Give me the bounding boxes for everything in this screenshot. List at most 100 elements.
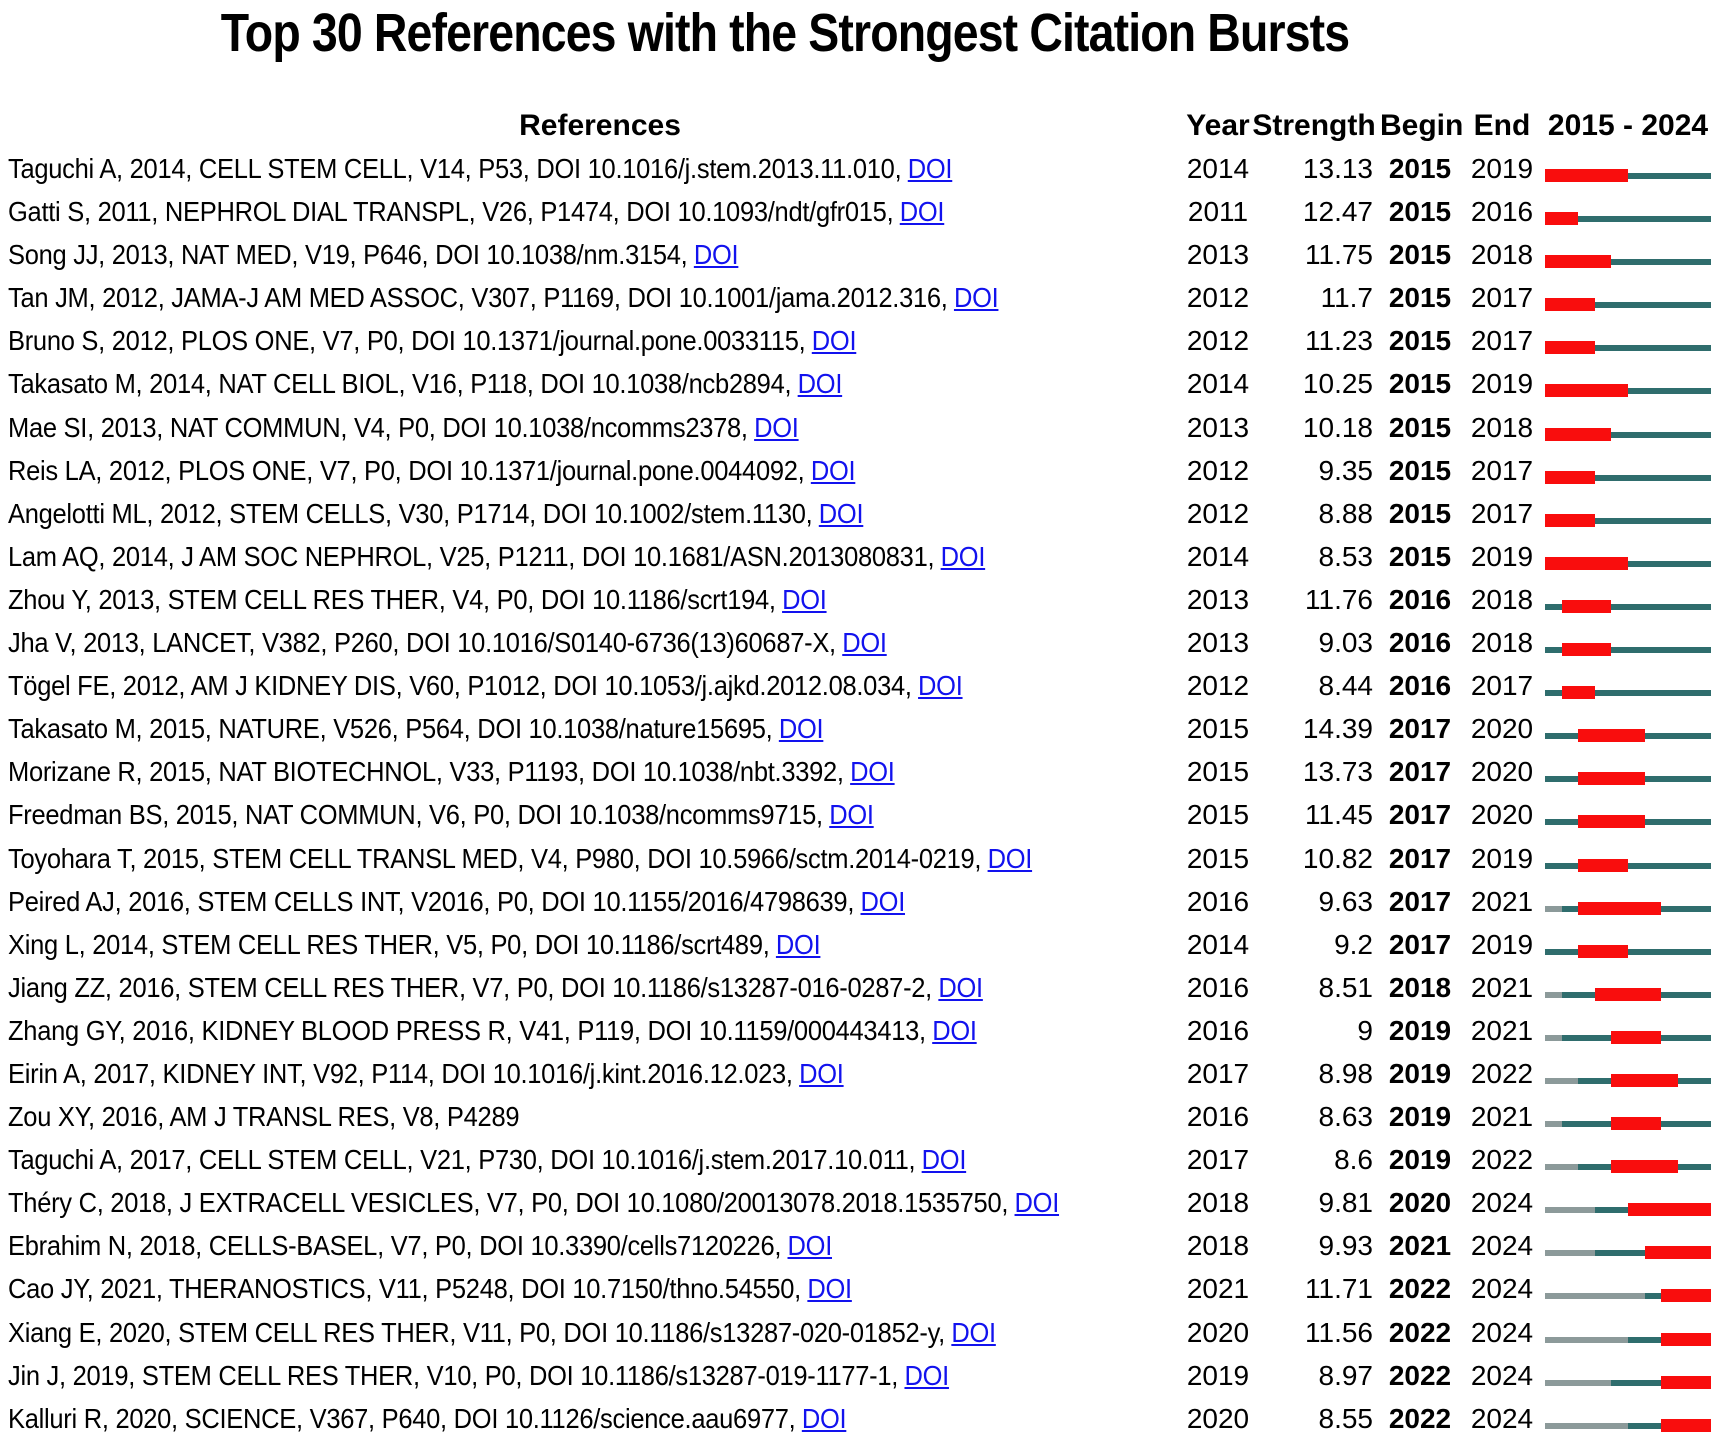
begin-cell: 2021	[1388, 1230, 1452, 1262]
burst-segment	[1644, 987, 1662, 1001]
non-burst-segment	[1661, 690, 1678, 697]
strength-cell: 11.75	[1305, 239, 1373, 271]
doi-link[interactable]: DOI	[904, 1359, 949, 1391]
non-burst-segment	[1644, 647, 1662, 654]
doi-link[interactable]: DOI	[953, 282, 999, 314]
doi-link[interactable]: DOI	[951, 1316, 996, 1348]
doi-link[interactable]: DOI	[787, 1230, 833, 1262]
begin-cell: 2016	[1388, 627, 1452, 659]
timeline-bar	[1545, 924, 1711, 967]
reference-cell: Théry C, 2018, J EXTRACELL VESICLES, V7,…	[8, 1182, 1083, 1225]
strength-cell: 11.7	[1320, 282, 1373, 314]
non-burst-segment	[1677, 345, 1695, 352]
doi-link[interactable]: DOI	[842, 627, 887, 659]
doi-link[interactable]: DOI	[799, 1057, 844, 1089]
burst-segment	[1627, 987, 1645, 1001]
non-burst-segment	[1644, 1336, 1662, 1343]
doi-link[interactable]: DOI	[693, 239, 739, 271]
non-burst-segment	[1627, 603, 1645, 610]
non-burst-segment	[1677, 905, 1695, 912]
burst-segment	[1594, 556, 1612, 570]
non-burst-segment	[1677, 173, 1695, 179]
burst-segment	[1578, 729, 1595, 743]
non-burst-segment	[1694, 1077, 1711, 1084]
year-cell: 2014	[1186, 368, 1250, 400]
doi-link[interactable]: DOI	[775, 928, 821, 960]
burst-segment	[1594, 858, 1612, 872]
doi-link[interactable]: DOI	[782, 583, 827, 615]
pre-publication-segment	[1561, 1422, 1579, 1429]
burst-segment	[1611, 987, 1628, 1001]
reference-cell: Jiang ZZ, 2016, STEM CELL RES THER, V7, …	[8, 967, 1083, 1010]
strength-cell: 10.82	[1302, 842, 1373, 874]
table-row: Mae SI, 2013, NAT COMMUN, V4, P0, DOI 10…	[0, 407, 1715, 450]
doi-link[interactable]: DOI	[818, 497, 864, 529]
doi-link[interactable]: DOI	[807, 1273, 852, 1305]
year-cell: 2016	[1186, 1101, 1250, 1133]
burst-segment	[1644, 1117, 1662, 1131]
non-burst-segment	[1644, 690, 1662, 697]
doi-link[interactable]: DOI	[987, 842, 1033, 874]
non-burst-segment	[1594, 1164, 1612, 1171]
strength-cell: 11.76	[1305, 583, 1373, 615]
header-begin: Begin	[1380, 109, 1464, 142]
burst-segment	[1677, 1246, 1695, 1260]
burst-segment	[1578, 686, 1595, 700]
reference-citation: Xing L, 2014, STEM CELL RES THER, V5, P0…	[8, 928, 770, 960]
burst-segment	[1627, 815, 1645, 829]
doi-link[interactable]: DOI	[829, 799, 874, 831]
begin-cell: 2019	[1388, 1057, 1452, 1089]
non-burst-segment	[1578, 1121, 1595, 1128]
doi-link[interactable]: DOI	[860, 885, 906, 917]
table-row: Takasato M, 2015, NATURE, V526, P564, DO…	[0, 708, 1715, 751]
doi-link[interactable]: DOI	[797, 368, 843, 400]
doi-link[interactable]: DOI	[907, 153, 953, 184]
doi-link[interactable]: DOI	[811, 325, 857, 357]
doi-link[interactable]: DOI	[801, 1402, 847, 1434]
pre-publication-segment	[1578, 1422, 1595, 1429]
non-burst-segment	[1677, 862, 1695, 869]
reference-text: Tögel FE, 2012, AM J KIDNEY DIS, V60, P1…	[8, 665, 963, 706]
strength-cell: 8.53	[1318, 540, 1374, 572]
timeline-bar	[1545, 881, 1711, 924]
doi-link[interactable]: DOI	[932, 1014, 977, 1046]
burst-segment	[1611, 1073, 1628, 1087]
non-burst-segment	[1545, 690, 1562, 697]
reference-citation: Song JJ, 2013, NAT MED, V19, P646, DOI 1…	[8, 239, 688, 271]
strength-cell: 8.44	[1318, 670, 1374, 702]
year-cell: 2021	[1186, 1273, 1250, 1305]
non-burst-segment	[1578, 216, 1595, 223]
doi-link[interactable]: DOI	[1014, 1187, 1060, 1219]
non-burst-segment	[1661, 431, 1678, 438]
doi-link[interactable]: DOI	[938, 971, 983, 1003]
doi-link[interactable]: DOI	[754, 411, 799, 443]
doi-link[interactable]: DOI	[810, 454, 856, 486]
doi-link[interactable]: DOI	[918, 670, 963, 702]
end-cell: 2024	[1470, 1187, 1534, 1219]
doi-link[interactable]: DOI	[850, 756, 895, 788]
burst-segment	[1594, 384, 1612, 398]
burst-segment	[1661, 1073, 1678, 1087]
doi-link[interactable]: DOI	[778, 713, 824, 745]
doi-link[interactable]: DOI	[899, 196, 945, 228]
reference-cell: Jha V, 2013, LANCET, V382, P260, DOI 10.…	[8, 622, 1083, 665]
begin-cell: 2017	[1388, 756, 1452, 788]
begin-cell: 2015	[1388, 411, 1452, 443]
burst-segment	[1578, 341, 1595, 355]
doi-link[interactable]: DOI	[921, 1144, 967, 1176]
burst-segment	[1627, 729, 1645, 743]
doi-link[interactable]: DOI	[940, 540, 986, 572]
non-burst-segment	[1644, 862, 1662, 869]
reference-cell: Xiang E, 2020, STEM CELL RES THER, V11, …	[8, 1312, 1083, 1355]
non-burst-segment	[1611, 302, 1628, 309]
reference-text: Xing L, 2014, STEM CELL RES THER, V5, P0…	[8, 924, 821, 965]
reference-text: Gatti S, 2011, NEPHROL DIAL TRANSPL, V26…	[8, 191, 945, 232]
reference-text: Xiang E, 2020, STEM CELL RES THER, V11, …	[8, 1312, 996, 1353]
burst-segment	[1545, 556, 1562, 570]
table-row: Ebrahim N, 2018, CELLS-BASEL, V7, P0, DO…	[0, 1225, 1715, 1268]
burst-segment	[1561, 513, 1579, 527]
end-cell: 2024	[1470, 1359, 1534, 1391]
non-burst-segment	[1677, 259, 1695, 266]
reference-text: Reis LA, 2012, PLOS ONE, V7, P0, DOI 10.…	[8, 450, 856, 491]
timeline-bar	[1545, 450, 1711, 493]
